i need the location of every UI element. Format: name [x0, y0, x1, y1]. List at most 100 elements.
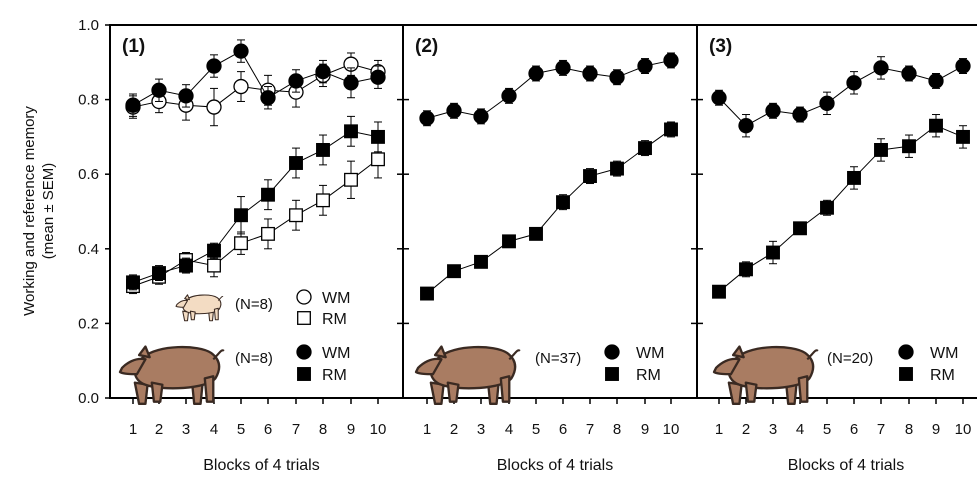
y-tick-label: 0.4 [78, 241, 99, 258]
data-point [260, 90, 276, 106]
x-tick-label: 8 [905, 421, 913, 438]
x-tick-label: 5 [823, 421, 831, 438]
data-point [582, 65, 598, 82]
legend-entry: (N=8) WM RM [118, 344, 350, 406]
x-tick-label: 3 [182, 421, 190, 438]
data-point [929, 118, 943, 133]
legend-n: (N=8) [235, 296, 273, 313]
data-point [738, 118, 754, 134]
panel-label: (1) [122, 36, 145, 57]
data-point [902, 139, 916, 154]
series-line [132, 130, 379, 283]
data-point [610, 161, 624, 176]
data-point [664, 122, 678, 137]
series-circle-filled [125, 39, 386, 117]
data-point [420, 286, 434, 301]
data-point [419, 110, 435, 126]
data-point [179, 258, 193, 273]
piglet-icon [175, 294, 224, 322]
series-circle-filled [711, 56, 971, 138]
x-tick-label: 1 [423, 421, 431, 438]
data-point [207, 243, 221, 258]
data-point [792, 106, 808, 123]
legend-rm-label: RM [322, 367, 347, 384]
legend-rm-marker [297, 367, 311, 381]
data-point [473, 108, 489, 125]
data-point [371, 152, 385, 167]
x-tick-label: 2 [450, 421, 458, 438]
x-tick-label: 4 [796, 421, 804, 438]
data-point [739, 262, 753, 277]
legend-wm-marker [898, 344, 914, 360]
adult-pig-icon [118, 345, 225, 406]
data-point [529, 226, 543, 241]
x-axis-label: Blocks of 4 trials [788, 457, 904, 474]
data-point [233, 78, 249, 95]
legend-rm-label: RM [322, 311, 347, 328]
data-point [125, 97, 141, 113]
data-point [901, 65, 917, 82]
x-tick-label: 9 [932, 421, 940, 438]
panel-label: (2) [415, 36, 438, 57]
data-point [955, 58, 971, 74]
x-tick-label: 5 [532, 421, 540, 438]
x-tick-label: 10 [663, 421, 680, 438]
series-line [426, 129, 672, 294]
series-square-filled [420, 121, 678, 301]
y-axis-label: Working and reference memory [21, 106, 38, 316]
data-point [820, 200, 834, 215]
y-tick-label: 0.0 [78, 390, 99, 407]
data-point [206, 99, 222, 115]
x-tick-label: 5 [237, 421, 245, 438]
data-point [556, 195, 570, 210]
y-tick-label: 0.2 [78, 315, 99, 332]
series-square-filled [126, 115, 385, 291]
data-point [638, 141, 652, 156]
data-point [765, 103, 781, 119]
legend-wm-label: WM [930, 345, 958, 362]
data-point [793, 221, 807, 236]
y-tick-label: 0.6 [78, 166, 99, 183]
data-point [261, 187, 275, 202]
legend-wm-label: WM [636, 345, 664, 362]
data-point [207, 258, 221, 273]
panel-label: (3) [709, 36, 732, 57]
adult-pig-icon [712, 345, 819, 406]
data-point [711, 90, 727, 106]
data-point [555, 60, 571, 76]
data-point [663, 52, 679, 69]
y-tick-label: 0.8 [78, 92, 99, 109]
data-point [846, 75, 862, 91]
legend-wm-label: WM [322, 290, 350, 307]
x-tick-label: 9 [347, 421, 355, 438]
data-point [344, 172, 358, 187]
data-point [712, 284, 726, 299]
legend-n: (N=37) [535, 350, 581, 367]
data-point [344, 124, 358, 139]
data-point [151, 82, 167, 98]
data-point [766, 245, 780, 260]
legend-rm-label: RM [636, 367, 661, 384]
data-point [126, 275, 140, 290]
data-point [370, 69, 386, 85]
series-line [426, 59, 672, 119]
adult-pig-icon [414, 345, 521, 406]
data-point [152, 266, 166, 280]
x-tick-label: 1 [715, 421, 723, 438]
x-axis-label: Blocks of 4 trials [203, 457, 319, 474]
data-point [234, 208, 248, 223]
data-point [206, 58, 222, 74]
legend-entry: (N=37) WM RM [414, 344, 664, 406]
data-point [288, 73, 304, 89]
data-point [819, 95, 835, 111]
panel-2: 1 2 3 4 5 6 7 8 9 10 Blocks of 4 trials (2) (N=37) WM… [402, 24, 698, 474]
data-point [371, 129, 385, 144]
legend-n: (N=8) [235, 350, 273, 367]
data-point [343, 75, 359, 91]
series-line [718, 65, 964, 127]
panel-frame [402, 24, 698, 399]
x-tick-label: 3 [477, 421, 485, 438]
data-point [316, 193, 330, 208]
data-point [315, 63, 331, 80]
